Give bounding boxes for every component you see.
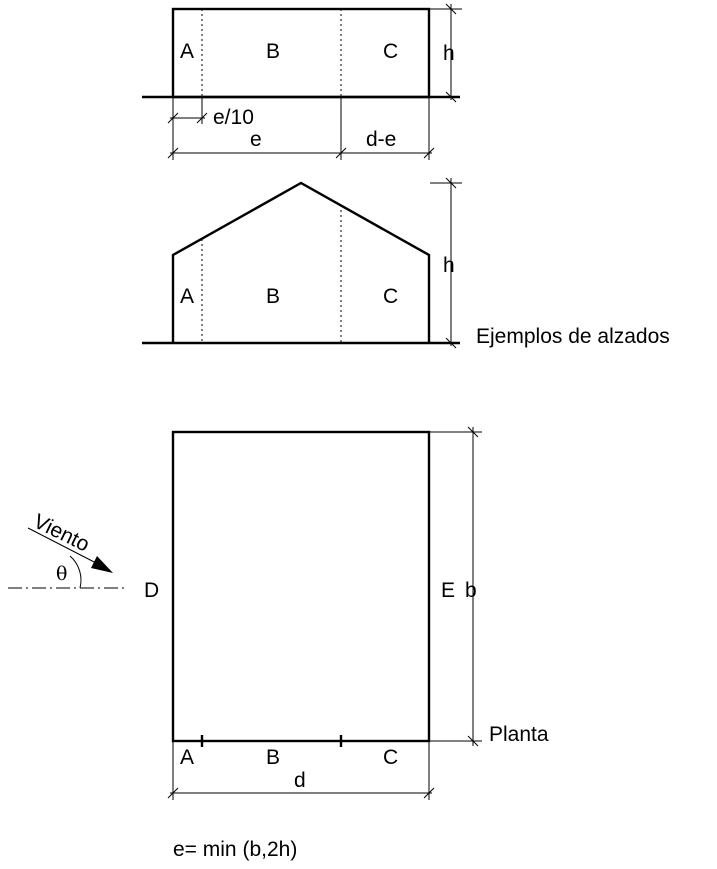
plan-zone-a-label: A: [180, 746, 194, 769]
e-tick-mid: [335, 147, 347, 159]
plan-caption: Planta: [489, 723, 549, 746]
plan-zone-b-label: B: [266, 746, 280, 769]
e-tick-left: [167, 147, 179, 159]
zone-a-label-1: A: [180, 40, 194, 63]
elevation-gable: A B C h Ejemplos de alzados: [142, 177, 670, 349]
height-tick-slash-top-2: [445, 177, 457, 189]
building-outline-flat: [171, 7, 431, 99]
e10-label: e/10: [213, 106, 254, 129]
angle-arc: [69, 555, 82, 589]
zone-b-label-2: B: [266, 285, 280, 308]
face-e-label: E: [441, 579, 455, 602]
height-tick-slash-bot-1: [445, 91, 457, 103]
zone-b-label-1: B: [266, 40, 280, 63]
e10-tick-left: [167, 112, 179, 124]
b-label: b: [465, 579, 477, 602]
b-tick-bot: [467, 735, 479, 747]
face-d-label: D: [144, 579, 159, 602]
b-tick-top: [467, 426, 479, 438]
formula-text: e= min (b,2h): [173, 838, 297, 861]
wind-arrow-shaft: [27, 527, 101, 566]
e10-tick-right: [196, 112, 208, 124]
height-label-1: h: [443, 42, 455, 65]
plan-zone-c-label: C: [383, 746, 398, 769]
plan-outline: [171, 430, 431, 743]
de-tick-right: [423, 147, 435, 159]
elevations-caption: Ejemplos de alzados: [476, 325, 670, 348]
plan-view: A B C D E b Planta d θ Viento: [8, 426, 549, 800]
height-tick-slash-top-1: [445, 3, 457, 15]
d-label: d: [294, 769, 306, 792]
elevation-flat: A B C h e/10 e d-e: [142, 3, 462, 160]
angle-label: θ: [56, 563, 67, 585]
zone-c-label-1: C: [383, 40, 398, 63]
wind-arrow-head: [91, 556, 113, 573]
d-tick-left: [167, 787, 179, 799]
height-tick-slash-bot-2: [445, 337, 457, 349]
e-label: e: [250, 128, 262, 151]
d-tick-right: [423, 787, 435, 799]
zone-a-label-2: A: [180, 285, 194, 308]
zone-c-label-2: C: [383, 285, 398, 308]
building-outline-gable: [171, 181, 431, 343]
de-label: d-e: [366, 128, 396, 151]
height-label-2: h: [443, 254, 455, 277]
wind-label: Viento: [30, 510, 93, 557]
